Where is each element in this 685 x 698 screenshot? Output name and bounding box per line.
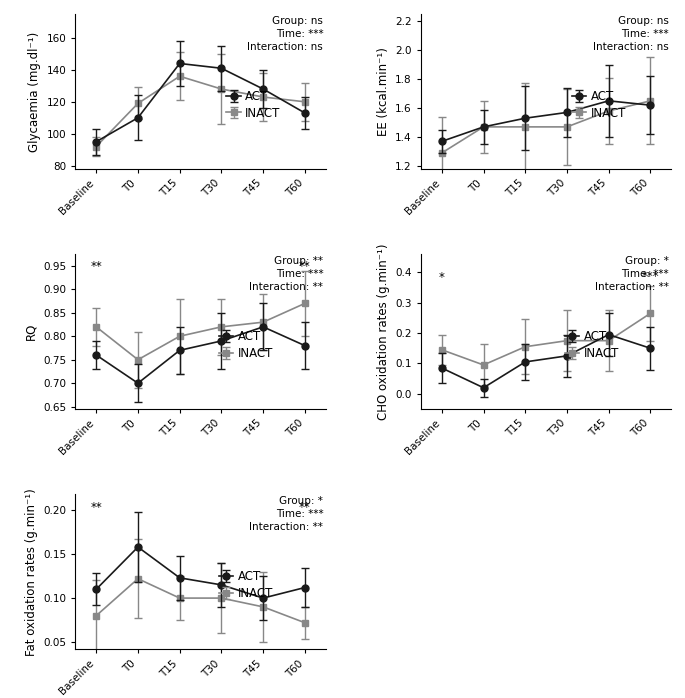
- Y-axis label: Glycaemia (mg.dl⁻¹): Glycaemia (mg.dl⁻¹): [28, 31, 41, 151]
- Y-axis label: RQ: RQ: [25, 323, 38, 340]
- Y-axis label: Fat oxidation rates (g.min⁻¹): Fat oxidation rates (g.min⁻¹): [25, 488, 38, 655]
- Y-axis label: CHO oxidation rates (g.min⁻¹): CHO oxidation rates (g.min⁻¹): [377, 244, 390, 419]
- Legend: ACT, INACT: ACT, INACT: [572, 90, 626, 119]
- Text: Group: *
Time: ***
Interaction: **: Group: * Time: *** Interaction: **: [595, 255, 669, 292]
- Legend: ACT, INACT: ACT, INACT: [219, 330, 273, 359]
- Text: **: **: [299, 500, 311, 514]
- Text: **: **: [90, 260, 102, 273]
- Text: Group: **
Time: ***
Interaction: **: Group: ** Time: *** Interaction: **: [249, 255, 323, 292]
- Text: Group: ns
Time: ***
Interaction: ns: Group: ns Time: *** Interaction: ns: [593, 15, 669, 52]
- Text: *: *: [439, 272, 445, 285]
- Legend: ACT, INACT: ACT, INACT: [564, 330, 619, 359]
- Legend: ACT, INACT: ACT, INACT: [219, 570, 273, 600]
- Text: ***: ***: [642, 270, 659, 283]
- Text: Group: *
Time: ***
Interaction: **: Group: * Time: *** Interaction: **: [249, 496, 323, 532]
- Text: **: **: [90, 500, 102, 514]
- Legend: ACT, INACT: ACT, INACT: [227, 90, 281, 119]
- Y-axis label: EE (kcal.min⁻¹): EE (kcal.min⁻¹): [377, 47, 390, 136]
- Text: **: **: [299, 260, 311, 273]
- Text: Group: ns
Time: ***
Interaction: ns: Group: ns Time: *** Interaction: ns: [247, 15, 323, 52]
